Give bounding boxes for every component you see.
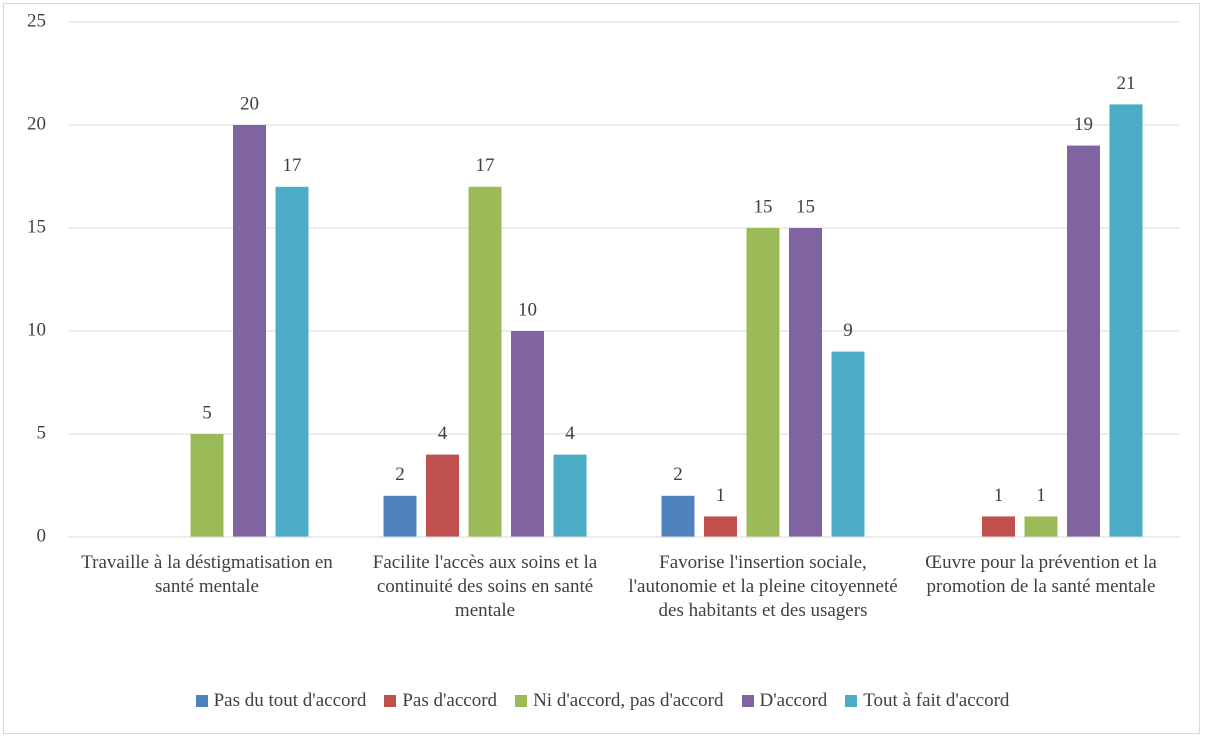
y-tick-label: 10 [27,319,46,340]
data-label: 17 [283,155,302,176]
data-label: 4 [565,423,575,444]
data-label: 2 [673,464,683,485]
legend-label: D'accord [759,690,828,711]
bar [1067,145,1100,537]
bar [426,454,459,537]
data-label: 5 [202,402,212,423]
legend-label: Pas du tout d'accord [213,690,367,711]
y-tick-label: 15 [27,216,46,237]
x-tick-label: Favorise l'insertion sociale, l'autonomi… [628,552,898,621]
data-label: 10 [518,299,537,320]
bar [789,228,822,537]
bar [704,516,737,537]
legend-label: Ni d'accord, pas d'accord [533,690,724,711]
data-label: 2 [395,464,405,485]
bar [1109,104,1143,538]
x-tick-label: Œuvre pour la prévention et la promotion… [925,552,1157,597]
legend-label: Pas d'accord [402,690,498,711]
bar [233,125,266,537]
legend-item: Pas du tout d'accord [195,690,367,712]
x-tick-label: Facilite l'accès aux soins et la continu… [372,552,598,621]
data-label: 4 [438,423,448,444]
legend-item: D'accord [741,690,828,712]
data-label: 17 [476,155,495,176]
legend-swatch [845,695,858,707]
data-label: 1 [1036,485,1046,506]
bar [746,228,780,537]
bar [468,186,502,538]
data-label: 9 [843,320,853,341]
y-tick-label: 5 [37,422,47,443]
bar [383,495,417,537]
legend-swatch [195,695,208,707]
data-label: 21 [1117,73,1136,94]
bar [511,331,544,537]
data-label: 1 [994,485,1004,506]
data-label: 20 [240,93,259,114]
bar [1024,516,1058,537]
legend: Pas du tout d'accord Pas d'accord Ni d'acc… [0,690,1205,712]
legend-item: Tout à fait d'accord [845,690,1009,712]
y-tick-label: 20 [27,113,46,134]
bar [831,351,865,537]
data-label: 1 [716,485,726,506]
data-label: 15 [796,196,815,217]
bar [275,186,309,538]
y-tick-label: 25 [27,10,46,31]
bar [982,516,1015,537]
bar [553,454,587,537]
bar [190,434,224,537]
x-tick-label: Travaille à la déstigmatisation en santé… [81,552,333,597]
legend-swatch [384,695,397,707]
data-label: 19 [1074,114,1093,135]
chart-border [3,3,1200,734]
legend-swatch [741,695,754,707]
data-label: 15 [754,196,773,217]
legend-item: Ni d'accord, pas d'accord [515,690,724,712]
y-tick-label: 0 [37,525,47,546]
legend-item: Pas d'accord [384,690,497,712]
legend-label: Tout à fait d'accord [863,690,1010,711]
bar [661,495,695,537]
legend-swatch [515,695,528,707]
